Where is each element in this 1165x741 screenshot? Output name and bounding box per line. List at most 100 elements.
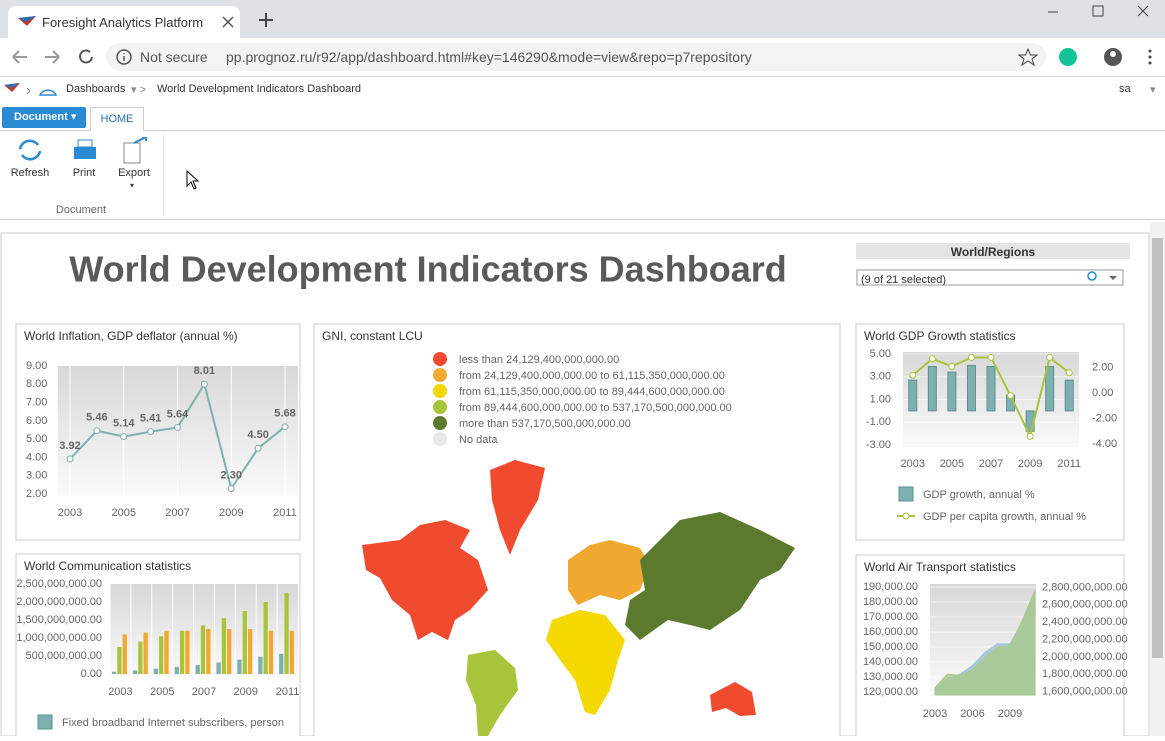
y-tick-label: 9.00 <box>26 360 47 372</box>
bar <box>927 366 937 412</box>
y-tick-label: 1.00 <box>870 393 891 405</box>
point <box>147 428 155 436</box>
browser-actions[interactable] <box>1018 47 1158 67</box>
bar <box>1064 379 1074 412</box>
y-tick-label: 2,400,000,000.00 <box>1042 616 1128 628</box>
legend-label: No data <box>459 434 498 446</box>
map-region <box>568 540 650 605</box>
legend-label: from 24,129,400,000,000.00 to 61,115,350… <box>459 370 725 382</box>
favicon <box>18 16 36 26</box>
bar <box>947 371 957 412</box>
legend-label: GDP growth, annual % <box>923 489 1035 501</box>
ribbon: Refresh Print Export ▾ Document <box>0 131 1165 220</box>
dropdown-arrow[interactable] <box>1109 276 1117 280</box>
x-tick-label: 2005 <box>940 458 964 470</box>
legend-swatch <box>433 384 447 398</box>
scrollbar-thumb[interactable] <box>1152 238 1163 658</box>
data-label: 5.68 <box>274 408 295 420</box>
y-tick-label: 1,800,000,000.00 <box>1042 668 1128 680</box>
bar <box>216 662 221 674</box>
new-tab[interactable] <box>258 12 274 28</box>
app-header: Dashboards ▾ > World Development Indicat… <box>0 77 1165 101</box>
user-name[interactable]: sa <box>1119 83 1131 95</box>
x-tick-label: 2007 <box>979 458 1003 470</box>
y-tick-label: 160,000.00 <box>863 626 918 638</box>
panel-title: World Inflation, GDP deflator (annual %) <box>24 329 238 343</box>
point <box>1026 432 1034 440</box>
y-tick-label: -1.00 <box>866 416 891 428</box>
point <box>928 355 936 363</box>
bar <box>986 366 996 412</box>
y-tick-label: -3.00 <box>866 439 891 451</box>
filter-select[interactable] <box>856 269 1124 286</box>
x-tick-label: 2006 <box>960 708 984 720</box>
bar <box>117 647 122 674</box>
y-tick-label: 2.00 <box>26 488 47 500</box>
document-menu-label: Document <box>14 111 68 123</box>
x-tick-label: 2005 <box>112 507 136 519</box>
legend-swatch <box>433 432 447 446</box>
x-tick-label: 2009 <box>1018 458 1042 470</box>
bar <box>966 364 976 412</box>
panel-title: World Communication statistics <box>24 559 191 573</box>
tab-bar: Foresight Analytics Platform <box>0 0 1165 38</box>
home-tab[interactable]: HOME <box>90 107 144 131</box>
dashboard-canvas: World Development Indicators Dashboard W… <box>0 222 1165 741</box>
browser-tab[interactable]: Foresight Analytics Platform <box>8 6 240 38</box>
print-button[interactable]: Print <box>72 167 96 179</box>
y-tick-label: 3.00 <box>870 371 891 383</box>
point <box>1065 369 1073 377</box>
data-label: 4.50 <box>247 429 268 441</box>
y-tick-label: -4.00 <box>1092 438 1117 450</box>
point <box>200 380 208 388</box>
map-region <box>362 520 488 640</box>
point <box>281 423 289 431</box>
area <box>934 589 1036 696</box>
y-tick-label: 2,500,000,000.00 <box>16 578 102 590</box>
y-tick-label: 140,000.00 <box>863 656 918 668</box>
legend-swatch <box>37 714 53 730</box>
data-label: 8.01 <box>194 365 215 377</box>
y-tick-label: 120,000.00 <box>863 686 918 698</box>
y-tick-label: 3.00 <box>26 470 47 482</box>
close-tab[interactable] <box>222 16 234 28</box>
nav-buttons[interactable] <box>10 48 100 66</box>
y-tick-label: 7.00 <box>26 396 47 408</box>
bar <box>221 618 227 674</box>
x-tick-label: 2009 <box>998 708 1022 720</box>
data-label: 3.92 <box>59 440 80 452</box>
data-label: 5.41 <box>140 413 161 425</box>
refresh-button[interactable]: Refresh <box>10 167 50 179</box>
point <box>967 353 975 361</box>
x-tick-label: 2003 <box>901 458 925 470</box>
bar <box>1045 366 1055 412</box>
x-tick-label: 2007 <box>165 507 189 519</box>
y-tick-label: -2.00 <box>1092 412 1117 424</box>
export-dropdown[interactable]: ▾ <box>130 181 135 190</box>
legend-label: more than 537,170,500,000,000.00 <box>459 418 631 430</box>
y-tick-label: 130,000.00 <box>863 671 918 683</box>
point <box>66 455 74 463</box>
breadcrumb-item[interactable]: Dashboards <box>66 83 126 95</box>
y-tick-label: 0.00 <box>81 668 102 680</box>
omnibox[interactable]: Not secure pp.prognoz.ru/r92/app/dashboa… <box>106 43 1046 71</box>
document-menu[interactable]: Document ▾ <box>2 107 86 128</box>
window-controls[interactable] <box>1040 4 1160 20</box>
y-tick-label: 500,000,000.00 <box>26 650 102 662</box>
search-icon[interactable] <box>1087 271 1097 281</box>
map-region <box>625 512 795 640</box>
point <box>909 371 917 379</box>
bar <box>227 629 232 674</box>
map-region <box>466 650 518 736</box>
data-label: 5.64 <box>167 408 189 420</box>
export-button[interactable]: Export <box>118 167 150 179</box>
user-menu[interactable]: ▾ <box>1150 84 1156 96</box>
bar <box>174 666 179 674</box>
y-tick-label: 4.00 <box>26 451 47 463</box>
x-tick-label: 2005 <box>150 686 174 698</box>
legend-swatch <box>433 368 447 382</box>
x-tick-label: 2011 <box>273 507 297 519</box>
bar <box>185 630 190 674</box>
point <box>227 485 235 493</box>
legend-swatch <box>433 416 447 430</box>
